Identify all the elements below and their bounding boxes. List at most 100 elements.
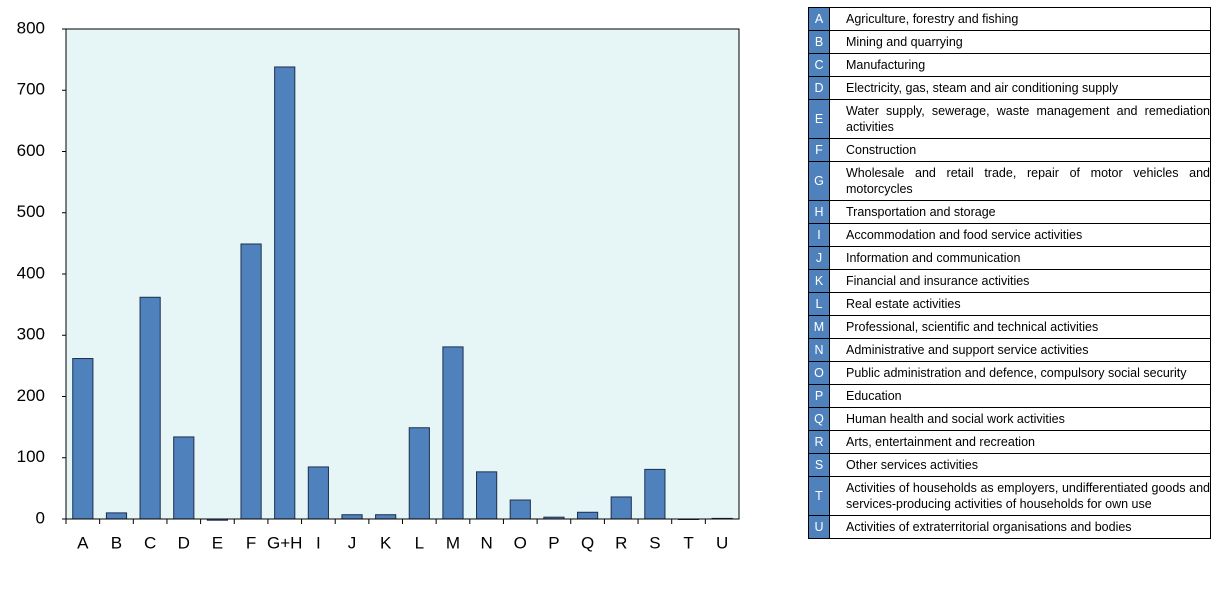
x-tick-label: M	[446, 533, 460, 552]
x-tick-label: O	[514, 533, 527, 552]
x-tick-label: S	[649, 533, 660, 552]
sector-code: P	[808, 384, 830, 408]
legend-row: H Transportation and storage	[808, 200, 1211, 224]
sector-code: D	[808, 76, 830, 100]
bar	[442, 346, 464, 520]
x-tick-label: N	[480, 533, 492, 552]
x-tick-label: I	[316, 533, 321, 552]
sector-legend-table: A Agriculture, forestry and fishing B Minin…	[808, 7, 1211, 539]
bar	[173, 436, 195, 520]
sector-code: A	[808, 7, 830, 31]
sector-label: Construction	[829, 138, 1211, 162]
sector-code: K	[808, 269, 830, 293]
bar	[408, 427, 430, 520]
sector-code: R	[808, 430, 830, 454]
bar	[139, 296, 161, 520]
x-tick-label: P	[548, 533, 559, 552]
sector-code: E	[808, 99, 830, 139]
x-tick-label: Q	[581, 533, 594, 552]
legend-row: R Arts, entertainment and recreation	[808, 430, 1211, 454]
x-tick-label: R	[615, 533, 627, 552]
x-tick-label: J	[348, 533, 357, 552]
sector-code: L	[808, 292, 830, 316]
y-tick-label: 600	[17, 141, 45, 160]
legend-row: Q Human health and social work activities	[808, 407, 1211, 431]
sector-label: Other services activities	[829, 453, 1211, 477]
legend-row: U Activities of extraterritorial organisa…	[808, 515, 1211, 539]
bar	[576, 511, 599, 520]
sector-code: C	[808, 53, 830, 77]
legend-row: M Professional, scientific and technical …	[808, 315, 1211, 339]
y-tick-label: 800	[17, 18, 45, 37]
sector-label: Accommodation and food service activitie…	[829, 223, 1211, 247]
sector-code: H	[808, 200, 830, 224]
bar	[72, 358, 94, 520]
legend-row: A Agriculture, forestry and fishing	[808, 7, 1211, 31]
legend-row: L Real estate activities	[808, 292, 1211, 316]
y-tick-label: 300	[17, 325, 45, 344]
bar	[240, 243, 262, 520]
y-tick-label: 100	[17, 447, 45, 466]
legend-row: B Mining and quarrying	[808, 30, 1211, 54]
x-tick-label: K	[380, 533, 392, 552]
legend-row: P Education	[808, 384, 1211, 408]
bar	[375, 514, 397, 520]
sector-code: T	[808, 476, 830, 516]
bar	[307, 466, 329, 520]
bar	[341, 514, 363, 520]
sector-label: Mining and quarrying	[829, 30, 1211, 54]
bar	[476, 471, 498, 520]
legend-row: I Accommodation and food service activiti…	[808, 223, 1211, 247]
sector-code: Q	[808, 407, 830, 431]
sector-code: I	[808, 223, 830, 247]
legend-row: D Electricity, gas, steam and air conditi…	[808, 76, 1211, 100]
sector-label: Activities of extraterritorial organisat…	[829, 515, 1211, 539]
legend-row: T Activities of households as employers, …	[808, 476, 1211, 516]
sector-label: Activities of households as employers, u…	[829, 476, 1211, 516]
x-tick-label: L	[415, 533, 424, 552]
chart: 0 100 200 300 400 500 600 700 800 A B C D E F G+H I J K L M N…	[17, 18, 740, 552]
legend-row: J Information and communication	[808, 246, 1211, 270]
sector-code: J	[808, 246, 830, 270]
x-tick-label: C	[144, 533, 156, 552]
x-tick-label: G+H	[267, 533, 302, 552]
x-tick-label: B	[111, 533, 122, 552]
sector-code: M	[808, 315, 830, 339]
bar	[644, 468, 666, 520]
sector-label: Arts, entertainment and recreation	[829, 430, 1211, 454]
sector-code: N	[808, 338, 830, 362]
legend-row: C Manufacturing	[808, 53, 1211, 77]
x-tick-label: A	[77, 533, 89, 552]
legend-row: G Wholesale and retail trade, repair of m…	[808, 161, 1211, 201]
legend-row: E Water supply, sewerage, waste managemen…	[808, 99, 1211, 139]
sector-label: Financial and insurance activities	[829, 269, 1211, 293]
bar	[274, 66, 296, 520]
sector-label: Professional, scientific and technical a…	[829, 315, 1211, 339]
sector-code: O	[808, 361, 830, 385]
sector-label: Education	[829, 384, 1211, 408]
plot-area	[65, 28, 740, 520]
y-tick-label: 0	[36, 508, 45, 527]
bar	[105, 512, 128, 520]
sector-label: Wholesale and retail trade, repair of mo…	[829, 161, 1211, 201]
x-tick-label: D	[178, 533, 190, 552]
bar	[610, 496, 632, 520]
x-tick-label: E	[212, 533, 223, 552]
legend-row: K Financial and insurance activities	[808, 269, 1211, 293]
legend-row: S Other services activities	[808, 453, 1211, 477]
y-tick-label: 700	[17, 80, 45, 99]
legend-row: F Construction	[808, 138, 1211, 162]
bar	[509, 499, 531, 520]
sector-label: Manufacturing	[829, 53, 1211, 77]
y-tick-label: 400	[17, 263, 45, 282]
sector-code: S	[808, 453, 830, 477]
sector-label: Human health and social work activities	[829, 407, 1211, 431]
x-tick-label: T	[683, 533, 693, 552]
sector-code: U	[808, 515, 830, 539]
x-tick-label: U	[716, 533, 728, 552]
sector-label: Water supply, sewerage, waste management…	[829, 99, 1211, 139]
x-tick-label: F	[246, 533, 256, 552]
sector-label: Agriculture, forestry and fishing	[829, 7, 1211, 31]
sector-label: Information and communication	[829, 246, 1211, 270]
